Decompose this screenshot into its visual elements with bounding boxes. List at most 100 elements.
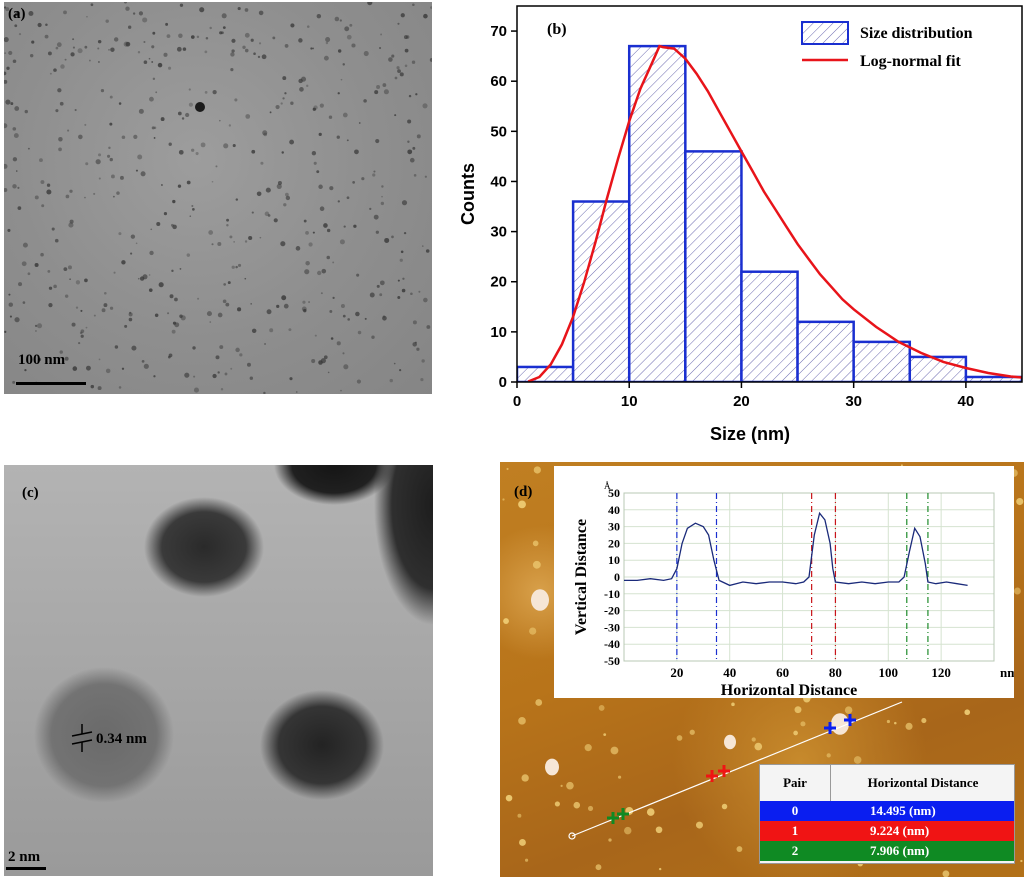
nanoparticle bbox=[376, 284, 380, 288]
surface-particle bbox=[689, 729, 695, 735]
nanoparticle bbox=[24, 109, 28, 114]
nanoparticle bbox=[343, 225, 346, 228]
legend-bar-label: Size distribution bbox=[860, 25, 973, 42]
nanoparticle bbox=[426, 325, 431, 329]
nanoparticle bbox=[364, 317, 367, 320]
nanoparticle bbox=[319, 206, 325, 211]
nanoparticle bbox=[251, 328, 257, 334]
nanoparticle bbox=[222, 26, 226, 29]
profile-frame bbox=[623, 492, 995, 662]
nanoparticle bbox=[340, 304, 345, 309]
nanoparticle bbox=[378, 46, 382, 50]
nanoparticle bbox=[217, 371, 220, 374]
x-tick-label: 120 bbox=[931, 665, 951, 680]
surface-particle bbox=[754, 742, 763, 751]
nanoparticle bbox=[342, 112, 348, 118]
surface-particle bbox=[658, 867, 662, 871]
nanoparticle bbox=[264, 343, 266, 345]
nanoparticle bbox=[409, 157, 415, 163]
nanoparticle bbox=[357, 330, 362, 335]
nanoparticle bbox=[323, 223, 328, 228]
nanoparticle bbox=[188, 102, 194, 107]
surface-particle bbox=[1020, 859, 1023, 863]
scan-start-marker bbox=[568, 832, 576, 840]
nanoparticle bbox=[59, 350, 63, 354]
nanoparticle bbox=[393, 362, 396, 365]
nanoparticle bbox=[17, 206, 22, 210]
nanoparticle bbox=[244, 32, 250, 38]
nanoparticle bbox=[311, 151, 317, 156]
scale-bar-a bbox=[16, 382, 86, 385]
nanoparticle bbox=[37, 22, 42, 28]
y-tick-label: 10 bbox=[490, 324, 507, 341]
nanoparticle bbox=[373, 214, 379, 220]
nanoparticle bbox=[319, 103, 324, 108]
nanoparticle bbox=[179, 3, 184, 7]
nanoparticle bbox=[311, 359, 316, 364]
surface-particle bbox=[517, 813, 522, 818]
nanoparticle bbox=[109, 306, 114, 310]
surface-particle bbox=[525, 858, 529, 862]
nanoparticle bbox=[344, 26, 350, 32]
nanoparticle bbox=[28, 10, 34, 16]
nanoparticle bbox=[416, 134, 421, 139]
nanoparticle-dots bbox=[4, 2, 432, 394]
table-cell-pair: 2 bbox=[791, 843, 799, 858]
nanoparticle bbox=[304, 269, 310, 275]
nanoparticle bbox=[165, 22, 169, 26]
nanoparticle bbox=[318, 132, 322, 137]
large-particle bbox=[724, 734, 736, 750]
scan-line bbox=[568, 701, 903, 840]
nanoparticle bbox=[401, 200, 408, 206]
nanoparticle bbox=[212, 90, 217, 95]
nanoparticle bbox=[363, 99, 367, 103]
nanoparticle bbox=[247, 362, 251, 367]
histogram-bar-5 bbox=[796, 320, 855, 382]
nanoparticle bbox=[69, 189, 73, 193]
y-tick-label: -40 bbox=[604, 637, 620, 651]
nanoparticle bbox=[70, 52, 75, 57]
nanoparticle bbox=[354, 149, 359, 155]
nanoparticle bbox=[232, 144, 236, 148]
nanoparticle bbox=[84, 123, 87, 126]
nanoparticle bbox=[237, 263, 242, 267]
nanoparticle bbox=[285, 195, 291, 201]
surface-particle bbox=[900, 464, 903, 467]
nanoparticle bbox=[37, 357, 42, 362]
histogram-bar-3 bbox=[684, 150, 743, 382]
nanoparticle bbox=[78, 342, 81, 345]
nanoparticle bbox=[381, 195, 383, 198]
nanoparticle bbox=[131, 345, 137, 351]
nanoparticle bbox=[310, 47, 313, 50]
nanoparticle bbox=[55, 109, 59, 113]
nanoparticle bbox=[18, 32, 22, 36]
surface-particle bbox=[519, 839, 526, 846]
nanoparticle bbox=[329, 310, 333, 313]
nanoparticle bbox=[178, 33, 183, 39]
nanoparticle bbox=[79, 331, 83, 335]
nanoparticle bbox=[75, 280, 81, 285]
lattice-spacing-marker bbox=[71, 724, 93, 752]
nanoparticle bbox=[64, 58, 67, 61]
nanoparticle bbox=[137, 51, 141, 54]
nanoparticle bbox=[369, 207, 372, 211]
surface-particle bbox=[518, 500, 526, 509]
nanoparticle bbox=[262, 130, 268, 136]
nanoparticle bbox=[231, 38, 236, 43]
nanoparticle bbox=[306, 25, 310, 28]
nanoparticle bbox=[21, 357, 23, 360]
nanoparticle bbox=[84, 45, 88, 49]
surface-particle bbox=[505, 794, 513, 802]
surface-particle bbox=[598, 705, 605, 711]
nanoparticle bbox=[269, 111, 272, 114]
nanoparticle bbox=[251, 149, 256, 154]
nanoparticle bbox=[118, 386, 122, 389]
histogram-bar-6 bbox=[852, 340, 912, 382]
nanoparticle bbox=[48, 303, 53, 308]
x-axis-label: Size (nm) bbox=[710, 424, 790, 444]
nanoparticle bbox=[369, 292, 375, 298]
x-tick-label: 100 bbox=[879, 665, 899, 680]
nanoparticle bbox=[283, 203, 287, 207]
nanoparticle bbox=[181, 117, 185, 120]
x-tick-label: 30 bbox=[845, 393, 862, 410]
